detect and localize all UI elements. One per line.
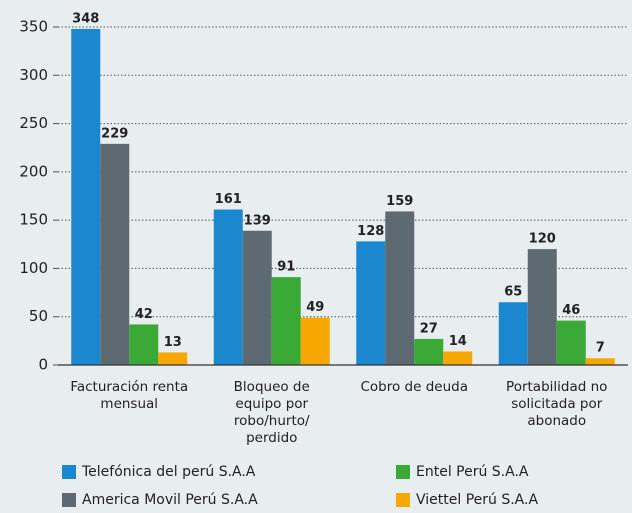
value-label: 161: [215, 192, 242, 207]
x-tick-label: Bloqueo de equipo por robo/hurto/ perdid…: [233, 379, 310, 446]
y-tick-label: 250: [19, 114, 48, 132]
bar: [498, 302, 528, 365]
bar: [414, 338, 444, 365]
bar: [242, 230, 272, 365]
value-label: 13: [164, 335, 182, 350]
bar: [300, 317, 330, 365]
y-tick-label: 50: [29, 307, 48, 325]
y-tick-label: 350: [19, 18, 48, 36]
bar: [158, 352, 188, 365]
legend-swatch: [62, 493, 76, 507]
bar: [71, 28, 101, 366]
value-label: 91: [277, 260, 295, 275]
value-label: 139: [244, 213, 271, 228]
bar: [356, 241, 386, 365]
x-tick-label: Cobro de deuda: [360, 379, 469, 395]
value-label: 46: [562, 303, 580, 318]
bar: [527, 249, 557, 365]
legend-label: America Movil Perú S.A.A: [82, 492, 258, 508]
value-label: 7: [596, 341, 605, 356]
y-tick-label: 100: [19, 259, 48, 277]
legend-label: Entel Perú S.A.A: [416, 464, 529, 480]
bar: [443, 351, 473, 365]
value-label: 159: [386, 194, 413, 209]
value-label: 65: [504, 285, 522, 300]
y-tick-label: 200: [19, 162, 48, 180]
bar: [129, 324, 159, 365]
bar: [556, 320, 586, 365]
value-label: 348: [72, 11, 99, 26]
value-label: 229: [101, 126, 128, 141]
value-label: 128: [357, 224, 384, 239]
bar: [271, 277, 301, 365]
bar: [213, 209, 243, 365]
bar: [100, 143, 130, 365]
legend-swatch: [62, 465, 76, 479]
value-label: 14: [449, 334, 467, 349]
value-label: 27: [420, 321, 438, 336]
x-tick-label: Facturación renta mensual: [70, 379, 189, 412]
legend-label: Viettel Perú S.A.A: [416, 492, 538, 508]
value-label: 49: [306, 300, 324, 315]
y-tick-label: 300: [19, 66, 48, 84]
value-label: 120: [529, 232, 556, 247]
bar: [385, 211, 415, 365]
bar: [585, 358, 615, 365]
legend-swatch: [396, 493, 410, 507]
value-label: 42: [135, 307, 153, 322]
y-tick-label: 150: [19, 211, 48, 229]
x-tick-label: Portabilidad no solicitada por abonado: [506, 379, 608, 429]
y-tick-label: 0: [38, 356, 48, 374]
legend-label: Telefónica del perú S.A.A: [81, 464, 256, 480]
legend-swatch: [396, 465, 410, 479]
